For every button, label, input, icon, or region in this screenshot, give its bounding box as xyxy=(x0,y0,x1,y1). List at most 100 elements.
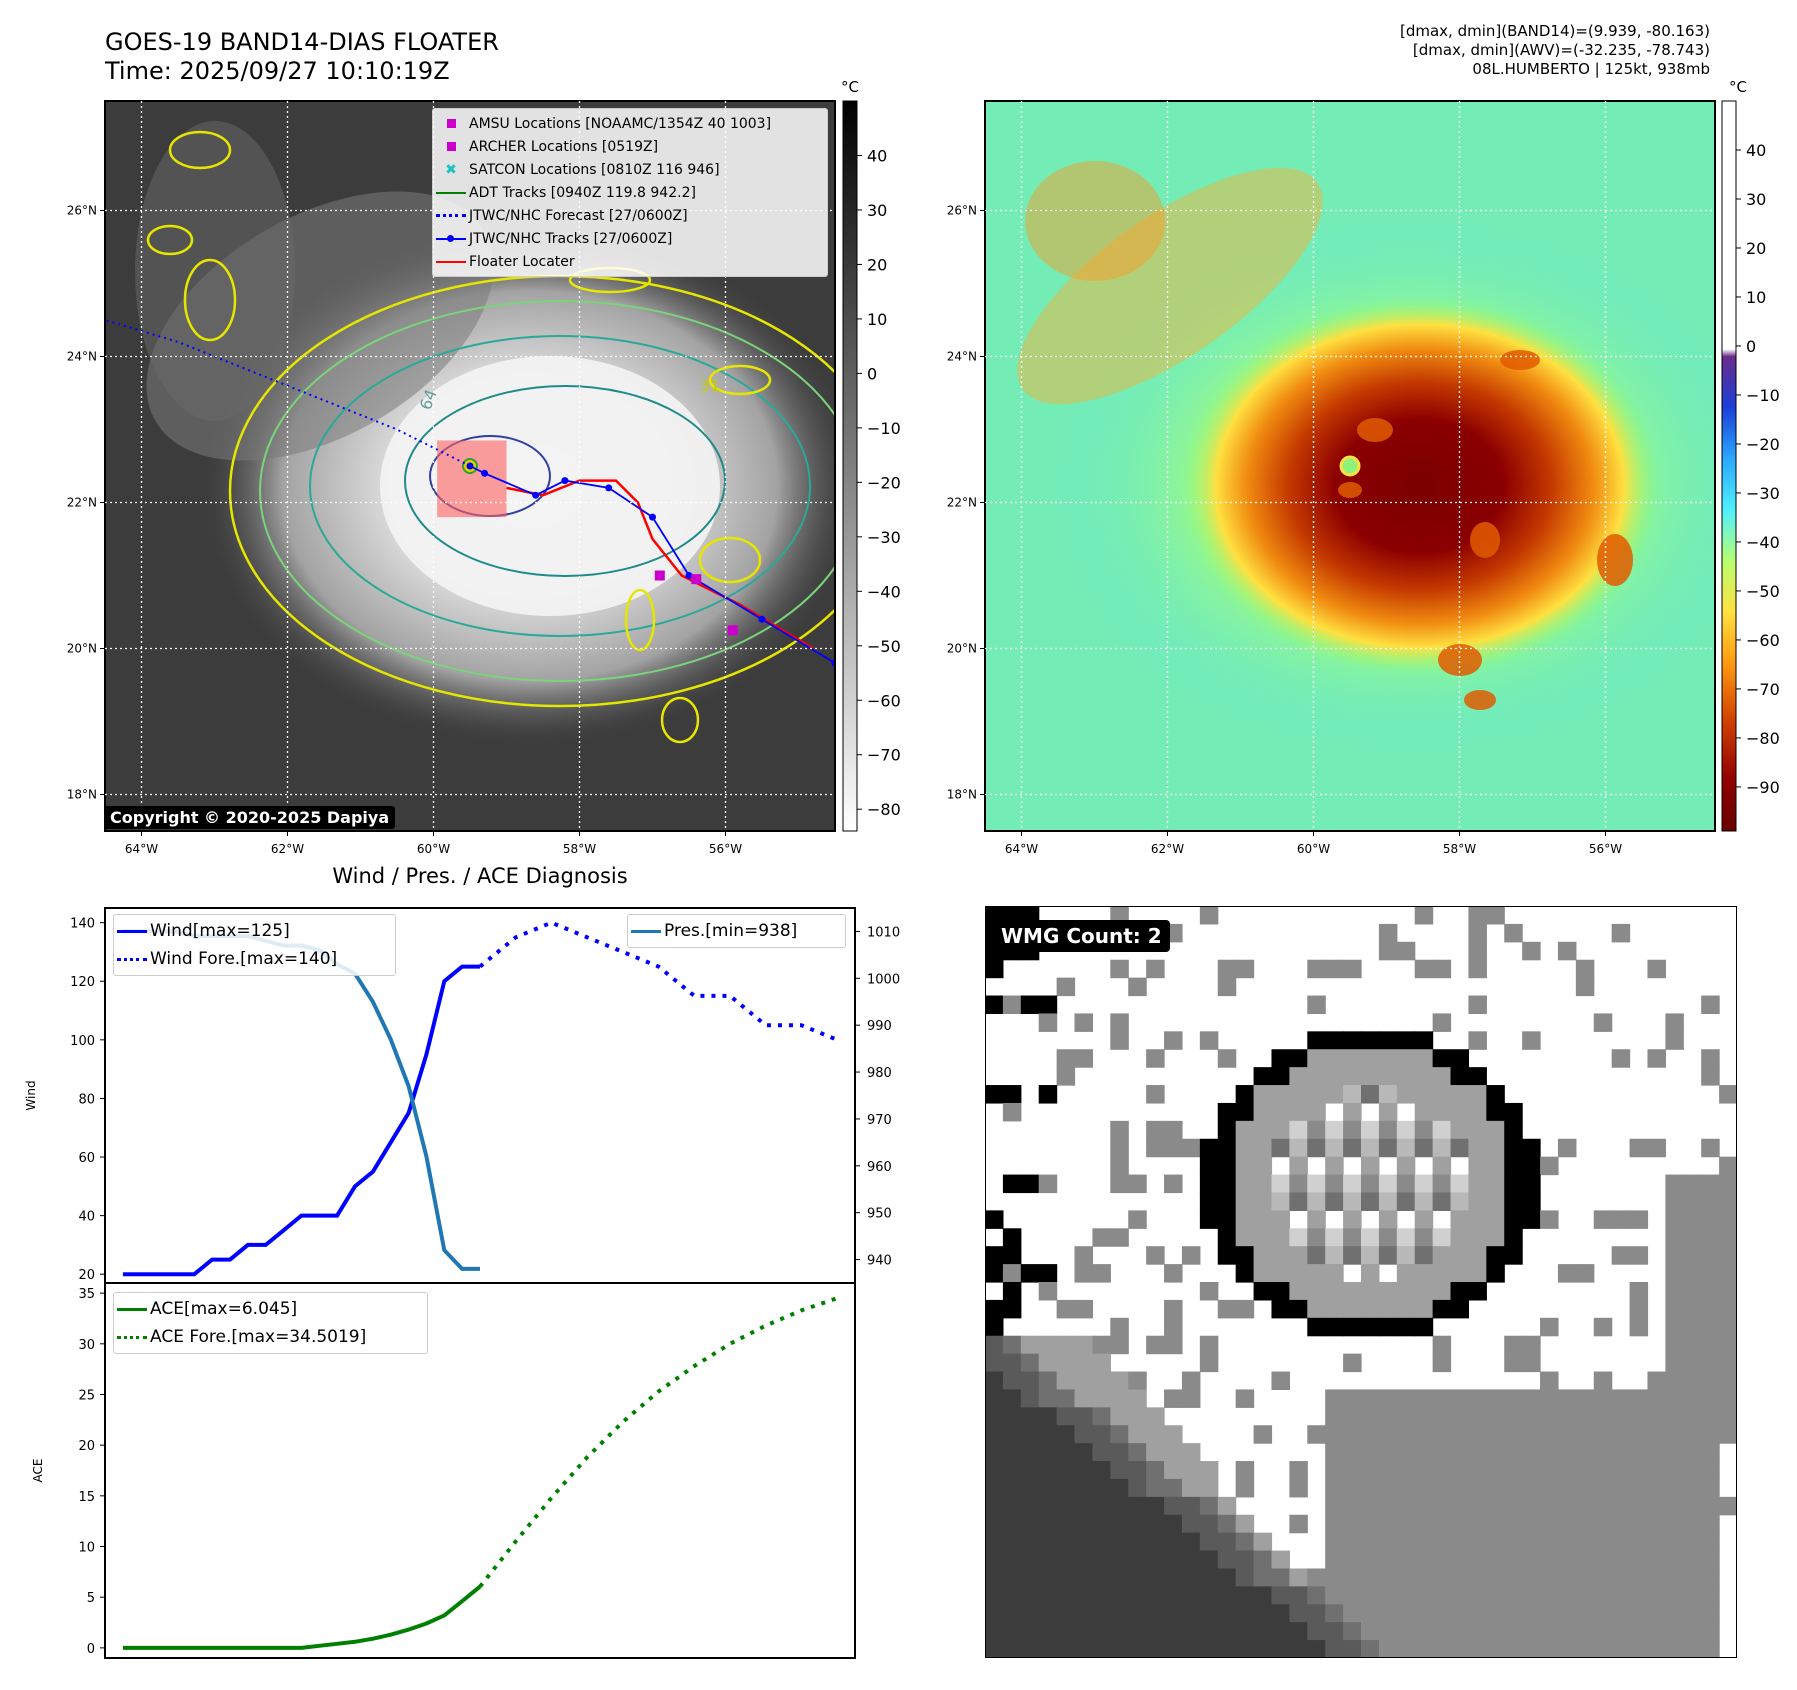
wmg-pixel xyxy=(1683,1425,1702,1444)
wmg-pixel xyxy=(1325,959,1344,979)
wmg-pixel xyxy=(1217,1514,1237,1534)
wmg-pixel xyxy=(1307,959,1326,979)
wmg-pixel xyxy=(1074,1586,1094,1605)
wmg-pixel xyxy=(1629,1568,1649,1587)
wmg-pixel xyxy=(1271,1120,1290,1140)
wmg-pixel xyxy=(1020,1353,1040,1373)
wmg-pixel xyxy=(1432,1389,1452,1408)
wmg-pixel xyxy=(1378,1568,1398,1587)
colorbar-tick-label: −20 xyxy=(1746,435,1780,454)
wmg-pixel xyxy=(1593,1461,1613,1480)
wmg-pixel xyxy=(1146,1586,1165,1605)
wmg-pixel xyxy=(985,1443,1004,1462)
wmg-pixel xyxy=(1396,1586,1416,1605)
wmg-pixel xyxy=(1432,1246,1452,1265)
wmg-pixel xyxy=(1504,1192,1523,1211)
wmg-pixel xyxy=(1450,1478,1470,1498)
wind-ytick-label: 140 xyxy=(70,917,95,932)
wmg-pixel xyxy=(1486,1174,1505,1194)
wmg-pixel xyxy=(1217,1568,1237,1587)
wmg-pixel xyxy=(1235,1156,1255,1176)
wmg-pixel xyxy=(1343,1640,1362,1658)
pressure-ytick-label: 1010 xyxy=(867,925,900,940)
wmg-pixel xyxy=(1038,1335,1058,1355)
wmg-pixel xyxy=(1683,1192,1702,1211)
colorbar-tick-label: 30 xyxy=(1746,190,1766,209)
wmg-pixel xyxy=(1504,1407,1523,1426)
title-line-2: Time: 2025/09/27 10:10:19Z xyxy=(105,57,450,85)
right-map-frame xyxy=(984,100,1716,832)
wmg-pixel xyxy=(1557,1461,1577,1480)
legend-symbol xyxy=(628,929,664,933)
wmg-pixel xyxy=(1593,1550,1613,1570)
wmg-pixel xyxy=(1253,1192,1273,1211)
wmg-pixel xyxy=(1701,1532,1720,1552)
wmg-pixel xyxy=(1557,1407,1577,1426)
wmg-pixel xyxy=(1092,1478,1111,1498)
wmg-pixel xyxy=(1504,1604,1523,1623)
wmg-pixel xyxy=(1414,1067,1434,1086)
wmg-pixel xyxy=(1110,1568,1129,1587)
wmg-pixel xyxy=(1325,1317,1344,1337)
wmg-pixel xyxy=(1020,1478,1040,1498)
wmg-pixel xyxy=(1629,1282,1649,1301)
wmg-pixel xyxy=(1647,1604,1666,1623)
wmg-pixel xyxy=(1110,1586,1129,1605)
wind-ace-chart: 2040608010012014094095096097098099010001… xyxy=(24,907,900,1659)
wmg-pixel xyxy=(985,1514,1004,1534)
wind-legend-rows: Wind[max=125] Wind Fore.[max=140] xyxy=(114,917,395,973)
wmg-pixel xyxy=(1002,1353,1022,1373)
wmg-pixel xyxy=(1092,1496,1111,1516)
wmg-pixel xyxy=(985,1210,1004,1229)
wmg-pixel xyxy=(1038,1371,1058,1391)
wmg-pixel xyxy=(1020,1443,1040,1462)
wmg-pixel xyxy=(1110,1425,1129,1444)
wmg-pixel xyxy=(1325,1425,1344,1444)
wmg-pixel xyxy=(1575,1640,1595,1658)
wmg-pixel xyxy=(1396,1192,1416,1211)
wmg-pixel xyxy=(1271,1568,1290,1587)
wmg-pixel xyxy=(1181,1371,1201,1391)
wmg-pixel-layer xyxy=(985,906,1737,1658)
ace-ytick-label: 30 xyxy=(78,1338,95,1353)
legend-label: ACE[max=6.045] xyxy=(150,1299,298,1319)
wmg-pixel xyxy=(1450,1407,1470,1426)
wmg-pixel xyxy=(1038,1622,1058,1641)
wmg-pixel xyxy=(1629,1514,1649,1534)
wmg-pixel xyxy=(1701,1335,1720,1355)
wmg-pixel xyxy=(1361,1604,1380,1623)
wmg-pixel xyxy=(1289,1102,1308,1122)
wmg-pixel xyxy=(1540,1604,1559,1623)
wmg-pixel xyxy=(1378,1120,1398,1140)
wmg-pixel xyxy=(1361,1120,1380,1140)
jtwc-track-point xyxy=(532,491,540,499)
wmg-pixel xyxy=(1289,1461,1308,1480)
colorbar-tick-label: 20 xyxy=(1746,239,1766,258)
wmg-pixel xyxy=(1611,1049,1631,1068)
wmg-pixel xyxy=(1450,1496,1470,1516)
contour-green xyxy=(259,300,835,682)
wmg-pixel xyxy=(1378,1478,1398,1498)
wmg-pixel xyxy=(1557,1568,1577,1587)
wmg-pixel xyxy=(1002,1371,1022,1391)
wmg-pixel xyxy=(1701,1228,1720,1247)
wmg-pixel xyxy=(1504,1622,1523,1641)
wmg-pixel xyxy=(1325,1514,1344,1534)
wmg-pixel xyxy=(1235,1550,1255,1570)
series-pres-line xyxy=(122,929,480,1271)
wmg-pixel xyxy=(1325,1532,1344,1552)
lon-tick-label: 58°W xyxy=(563,842,596,856)
legend-symbol xyxy=(433,191,469,194)
wmg-pixel xyxy=(1092,1532,1111,1552)
wmg-pixel xyxy=(1110,1478,1129,1498)
wmg-pixel xyxy=(1432,1228,1452,1247)
wmg-pixel xyxy=(1092,1461,1111,1480)
lat-tick-label: 20°N xyxy=(947,642,977,656)
wmg-pixel xyxy=(1199,1568,1219,1587)
wmg-pixel xyxy=(1504,1353,1523,1373)
wmg-pixel xyxy=(1665,1604,1684,1623)
wmg-pixel xyxy=(1361,1407,1380,1426)
wmg-pixel xyxy=(1665,1622,1684,1641)
wmg-pixel xyxy=(1056,1586,1076,1605)
wmg-pixel xyxy=(1575,977,1595,997)
